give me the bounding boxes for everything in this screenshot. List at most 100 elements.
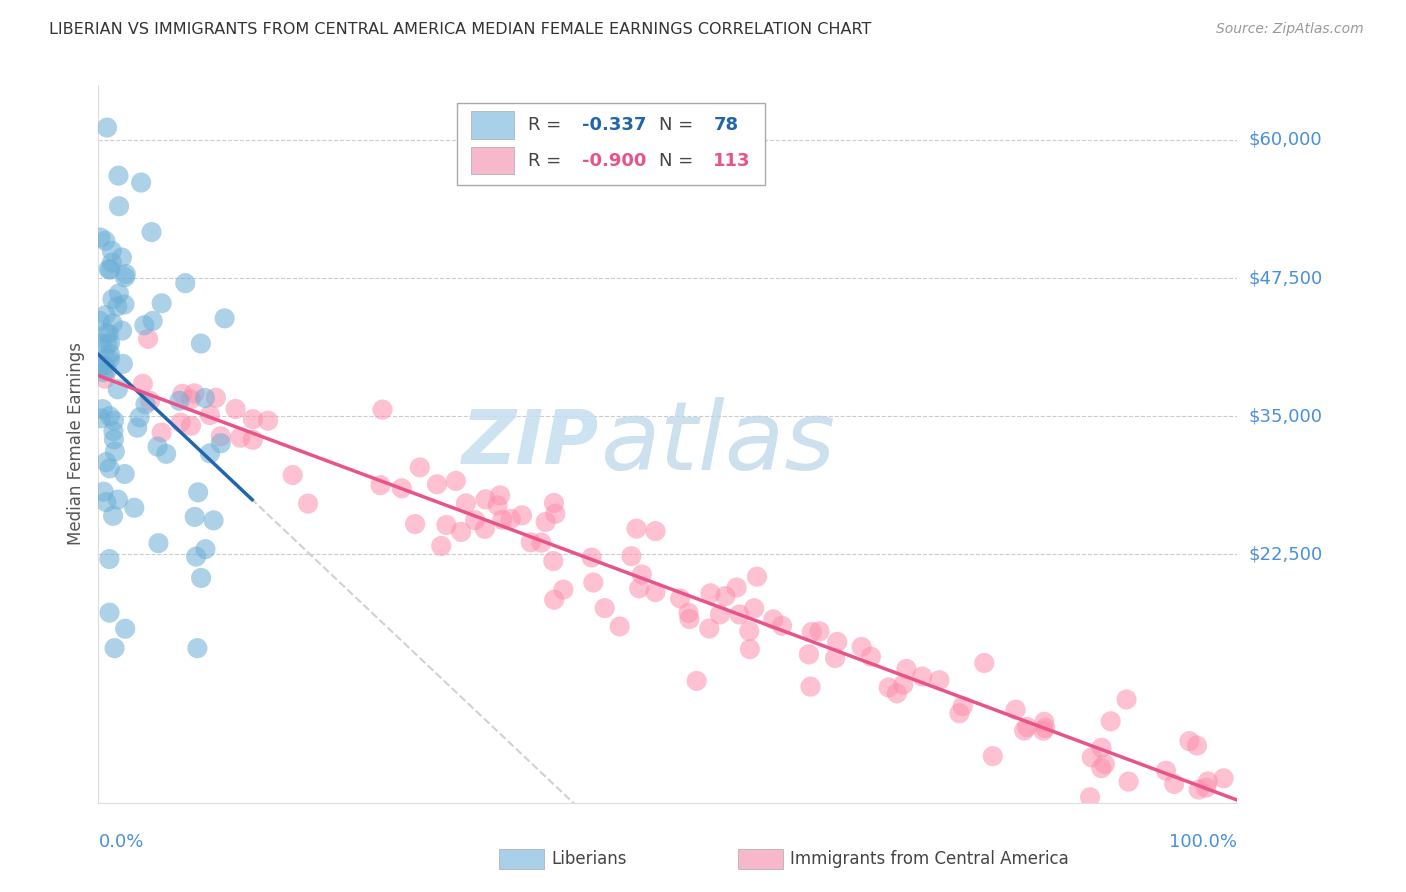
Point [114, 297, 136, 311]
Point [430, 539, 453, 553]
Point [281, 468, 304, 483]
Text: Liberians: Liberians [551, 850, 627, 868]
Point [745, 569, 768, 583]
Point [198, 408, 221, 422]
Point [609, 619, 631, 633]
Point [530, 535, 553, 549]
Point [124, 500, 146, 515]
Point [229, 431, 252, 445]
Point [186, 641, 208, 656]
Point [952, 699, 974, 714]
Point [94, 455, 117, 469]
Point [97, 262, 120, 277]
Point [104, 444, 127, 458]
Point [169, 416, 191, 430]
Text: $60,000: $60,000 [1249, 131, 1322, 149]
Text: $22,500: $22,500 [1249, 545, 1323, 563]
Point [510, 508, 533, 523]
Point [678, 612, 700, 626]
Point [543, 592, 565, 607]
Point [101, 508, 124, 523]
Point [1032, 723, 1054, 738]
Point [128, 410, 150, 425]
Point [859, 649, 882, 664]
Point [214, 311, 236, 326]
Point [194, 391, 217, 405]
Point [209, 429, 232, 443]
Point [89, 230, 111, 244]
Point [94, 371, 117, 385]
Point [98, 336, 121, 351]
Point [150, 425, 173, 440]
Text: -0.337: -0.337 [582, 116, 647, 134]
Text: atlas: atlas [599, 397, 835, 491]
Point [94, 234, 117, 248]
Point [96, 495, 118, 509]
Point [103, 641, 125, 656]
Point [543, 554, 565, 568]
Point [543, 496, 565, 510]
Point [111, 324, 134, 338]
Text: 100.0%: 100.0% [1170, 833, 1237, 851]
Point [242, 412, 264, 426]
Point [1033, 721, 1056, 735]
Point [114, 467, 136, 481]
Point [491, 513, 513, 527]
Point [89, 314, 111, 328]
Point [709, 607, 731, 622]
Text: -0.900: -0.900 [582, 152, 647, 169]
Point [948, 706, 970, 721]
Point [297, 497, 319, 511]
Point [184, 549, 207, 564]
Point [973, 656, 995, 670]
Point [426, 477, 449, 491]
Point [714, 589, 737, 603]
Point [797, 648, 820, 662]
Point [91, 402, 114, 417]
Point [738, 642, 761, 657]
FancyBboxPatch shape [471, 112, 515, 138]
Point [678, 606, 700, 620]
Point [1094, 757, 1116, 772]
Point [981, 749, 1004, 764]
Point [928, 673, 950, 688]
Point [98, 606, 121, 620]
Point [114, 622, 136, 636]
Point [187, 485, 209, 500]
Point [486, 499, 509, 513]
Point [391, 481, 413, 495]
Point [111, 357, 134, 371]
Point [1154, 764, 1177, 778]
Text: R =: R = [527, 152, 567, 169]
Point [98, 461, 121, 475]
Point [893, 677, 915, 691]
FancyBboxPatch shape [471, 147, 515, 175]
Point [180, 418, 202, 433]
Point [136, 332, 159, 346]
Point [108, 286, 131, 301]
Point [98, 409, 121, 424]
Point [101, 317, 124, 331]
Point [444, 474, 467, 488]
Point [96, 326, 118, 341]
Point [97, 326, 120, 341]
Point [877, 681, 900, 695]
Point [450, 524, 472, 539]
Point [799, 680, 821, 694]
Point [183, 386, 205, 401]
Point [146, 440, 169, 454]
Text: $35,000: $35,000 [1249, 407, 1323, 425]
Point [896, 662, 918, 676]
Point [582, 575, 605, 590]
Point [101, 244, 124, 258]
Point [489, 488, 512, 502]
Point [370, 478, 392, 492]
Point [155, 447, 177, 461]
Point [770, 619, 793, 633]
Point [101, 292, 124, 306]
Point [626, 522, 648, 536]
Point [97, 337, 120, 351]
Point [115, 267, 138, 281]
Point [1004, 703, 1026, 717]
Point [209, 436, 232, 450]
